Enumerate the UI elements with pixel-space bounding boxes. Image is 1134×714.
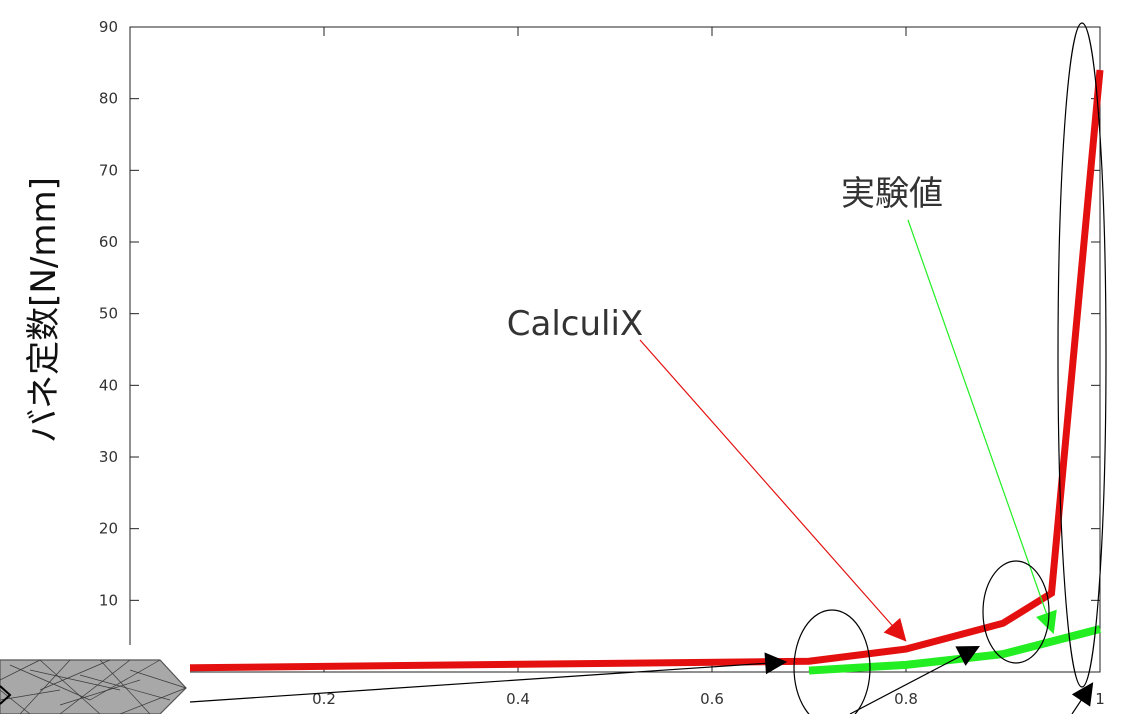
y-tick-label: 40	[99, 376, 118, 394]
series-line-calculix	[129, 69, 1104, 672]
highlight-ellipse	[982, 560, 1050, 664]
x-tick-label: 1	[1095, 690, 1105, 708]
pointer-arrow	[849, 645, 980, 714]
data-point	[1051, 592, 1052, 594]
y-tick-label: 70	[99, 161, 118, 179]
y-tick-label: 30	[99, 448, 118, 466]
data-point	[1002, 653, 1004, 655]
y-tick-label: 60	[99, 233, 118, 251]
x-tick-label: 0.2	[312, 690, 336, 708]
y-tick-label: 50	[99, 305, 118, 323]
data-point	[905, 648, 907, 650]
data-point	[905, 664, 907, 666]
annotation-layer: CalculiX 実験値	[0, 22, 1107, 714]
y-axis: 10 20 30 40 50 60 70 80 90	[99, 18, 1101, 673]
annotation-arrow-experimental	[907, 219, 1057, 635]
y-tick-label: 90	[99, 18, 118, 36]
pointer-arrow	[1071, 682, 1094, 714]
data-point	[808, 670, 810, 672]
x-tick-label: 0.4	[506, 690, 530, 708]
data-point	[1002, 622, 1004, 624]
plot-frame	[129, 26, 1101, 673]
y-tick-label: 20	[99, 520, 118, 538]
annotation-experimental: 実験値	[841, 174, 943, 214]
x-tick-label: 0.8	[894, 690, 918, 708]
data-point	[1099, 69, 1101, 71]
mesh-model-image	[0, 645, 190, 714]
highlight-ellipse	[793, 609, 871, 714]
annotation-arrow-calculix	[639, 339, 907, 642]
y-axis-title: バネ定数[N/mm]	[24, 177, 64, 443]
highlight-ellipse	[1057, 22, 1107, 688]
data-point	[1099, 628, 1101, 630]
annotation-calculix: CalculiX	[507, 304, 643, 344]
x-axis: 0.2 0.4 0.6 0.8 1	[312, 27, 1105, 708]
data-point	[808, 660, 810, 662]
y-tick-label: 10	[99, 591, 118, 609]
pointer-arrow	[189, 652, 788, 703]
y-tick-label: 80	[99, 90, 118, 108]
x-tick-label: 0.6	[700, 690, 724, 708]
series-layer	[129, 69, 1104, 675]
